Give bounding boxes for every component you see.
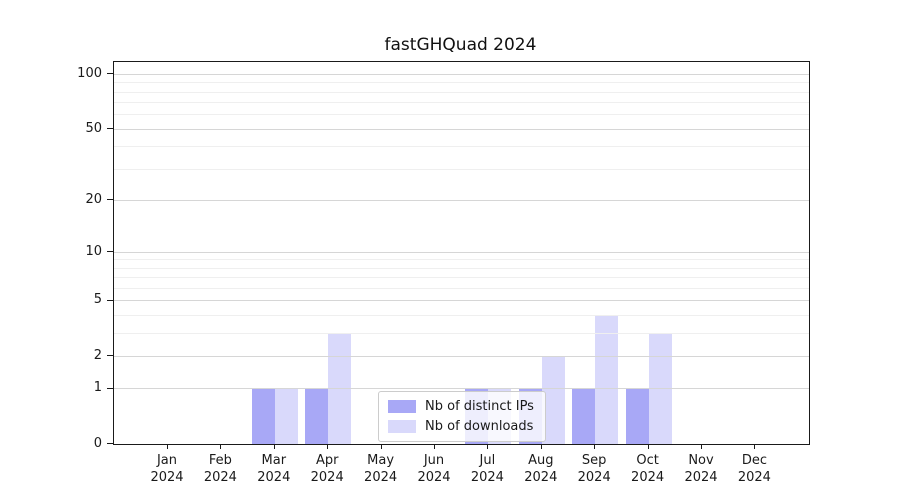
x-tick-label-nov: Nov 2024 [666,452,736,486]
minor-gridline-80 [114,91,809,93]
gridlines-layer [114,62,809,444]
y-tick-label-1: 1 [93,380,102,395]
chart-title: fastGHQuad 2024 [384,35,537,55]
bar-downloads-sep [595,315,619,444]
legend-label-downloads: Nb of downloads [425,419,534,434]
x-tick-label-dec: Dec 2024 [719,452,789,486]
y-tick-label-100: 100 [77,65,102,81]
minor-gridline-70 [114,102,809,104]
x-tick-label-jul: Jul 2024 [452,452,522,486]
y-tick-mark-2 [107,355,113,356]
y-tick-label-50: 50 [85,120,102,136]
x-tick-label-feb: Feb 2024 [185,452,255,486]
y-tick-label-20: 20 [85,191,102,207]
y-tick-mark-0 [107,443,113,444]
x-tick-year-mar: 2024 [257,470,291,485]
minor-gridline-6 [114,287,809,289]
major-gridline-20 [114,199,809,201]
bar-distinct-ips-apr [305,388,329,444]
minor-gridline-40 [114,146,809,148]
y-tick-mark-50 [107,128,113,130]
x-tick-year-oct: 2024 [631,470,665,485]
bar-distinct-ips-oct [625,388,649,444]
x-tick-mark-oct [647,444,649,449]
x-tick-year-feb: 2024 [203,470,237,485]
x-tick-label-jan: Jan 2024 [132,452,202,486]
y-tick-label-10: 10 [85,243,102,259]
x-tick-year-apr: 2024 [310,470,344,485]
legend-swatch-distinct-ips [388,400,416,413]
bar-distinct-ips-mar [251,388,275,444]
legend: Nb of distinct IPs Nb of downloads [378,391,546,442]
minor-gridline-4 [114,314,809,316]
x-tick-label-may: May 2024 [346,452,416,486]
x-tick-mark-jan [167,444,168,449]
minor-gridline-30 [114,168,809,170]
minor-gridline-60 [114,114,809,116]
legend-item-distinct-ips: Nb of distinct IPs [388,399,534,414]
bar-downloads-aug [541,356,565,444]
x-tick-mark-feb [220,444,222,449]
y-tick-mark-1 [107,387,113,389]
x-tick-year-dec: 2024 [737,470,771,485]
y-tick-mark-10 [107,251,113,252]
legend-swatch-downloads [388,420,416,433]
x-tick-mark-dec [754,444,756,449]
x-tick-mark-mar [273,444,275,449]
x-tick-label-oct: Oct 2024 [613,452,683,486]
x-tick-label-mar: Mar 2024 [239,452,309,486]
x-tick-mark-apr [327,444,329,449]
legend-item-downloads: Nb of downloads [388,419,534,434]
x-tick-mark-sep [594,444,596,449]
x-tick-year-may: 2024 [364,470,398,485]
x-tick-label-aug: Aug 2024 [506,452,576,486]
plot-area: Nb of distinct IPs Nb of downloads [113,61,810,445]
y-tick-mark-100 [107,73,113,75]
x-tick-year-nov: 2024 [684,470,718,485]
legend-label-distinct-ips: Nb of distinct IPs [425,399,534,414]
y-tick-label-2: 2 [93,347,102,363]
major-gridline-1 [114,388,809,389]
x-tick-label-apr: Apr 2024 [292,452,362,486]
x-tick-year-jan: 2024 [150,470,184,485]
y-tick-label-0: 0 [93,435,102,451]
major-gridline-100 [114,73,809,75]
x-tick-year-jun: 2024 [417,470,451,485]
x-tick-mark-jun [434,444,435,449]
bar-distinct-ips-sep [572,388,596,444]
major-gridline-5 [114,300,809,301]
bar-downloads-mar [274,388,298,444]
minor-gridline-3 [114,332,809,334]
major-gridline-50 [114,128,809,130]
x-tick-year-aug: 2024 [524,470,558,485]
x-tick-mark-aug [540,444,542,449]
x-tick-label-sep: Sep 2024 [559,452,629,486]
x-tick-year-sep: 2024 [577,470,611,485]
minor-gridline-8 [114,267,809,269]
minor-gridline-9 [114,259,809,261]
y-tick-mark-5 [107,299,113,301]
minor-gridline-90 [114,82,809,84]
x-tick-mark-jul [487,444,489,449]
minor-gridline-7 [114,277,809,278]
major-gridline-10 [114,251,809,253]
x-tick-label-jun: Jun 2024 [399,452,469,486]
y-tick-mark-20 [107,199,113,201]
y-tick-label-5: 5 [93,292,102,307]
x-tick-mark-nov [701,444,702,449]
x-tick-mark-may [380,444,382,449]
x-tick-year-jul: 2024 [470,470,504,485]
major-gridline-2 [114,355,809,357]
